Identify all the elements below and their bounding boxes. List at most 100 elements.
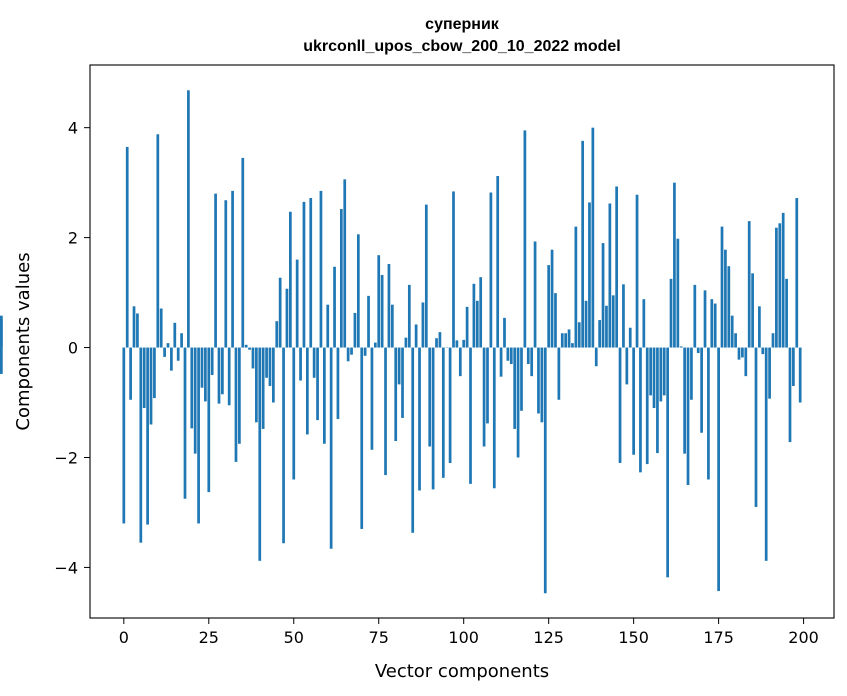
bar-195 — [785, 278, 788, 348]
bar-126 — [550, 249, 554, 348]
bar-50 — [292, 347, 296, 480]
bar-45 — [275, 321, 279, 348]
bar-161 — [669, 278, 673, 348]
bar-91 — [431, 347, 435, 490]
bar-156 — [652, 347, 656, 409]
bar-133 — [574, 226, 578, 348]
bar-101 — [465, 306, 469, 348]
bar-5 — [139, 347, 143, 543]
bar-16 — [176, 347, 180, 361]
bar-178 — [727, 266, 731, 348]
bar-140 — [598, 320, 602, 348]
bar-3 — [132, 306, 136, 348]
bar-89 — [424, 204, 428, 348]
bar-20 — [190, 347, 194, 429]
bar-197 — [792, 347, 795, 387]
plot-frame — [89, 64, 835, 619]
bar-39 — [255, 347, 258, 423]
bar-46 — [278, 277, 282, 348]
bar-83 — [404, 337, 408, 348]
bar-61 — [329, 347, 333, 549]
bar-100 — [462, 339, 466, 348]
bar-132 — [571, 343, 574, 348]
bar-0 — [122, 347, 126, 524]
bar-172 — [707, 347, 710, 480]
bar-159 — [662, 347, 666, 396]
bar-44 — [272, 347, 275, 403]
bar-187 — [758, 306, 761, 348]
bar-25 — [207, 347, 211, 493]
bar-146 — [618, 347, 622, 463]
bar-99 — [458, 347, 462, 377]
bar-86 — [414, 324, 418, 348]
x-tick-label-125: 125 — [533, 628, 564, 647]
bar-68 — [353, 312, 357, 348]
bar-93 — [438, 332, 442, 348]
axis-ticks: 0 25 50 75 100 125 150 175 200 −4 −2 0 2 4 — [54, 119, 818, 647]
bar-64 — [339, 209, 343, 348]
bar-54 — [305, 347, 309, 435]
y-tick-label--4: −4 — [54, 558, 78, 577]
bar-70 — [360, 347, 364, 529]
bar-undefined — [0, 315, 3, 348]
bar-9 — [153, 347, 156, 399]
bar-75 — [377, 255, 381, 348]
x-tick-label-25: 25 — [199, 628, 219, 647]
y-axis-label: Components values — [13, 252, 34, 430]
bar-174 — [713, 303, 717, 348]
bar-111 — [499, 347, 503, 377]
bar-190 — [768, 347, 771, 399]
bar-85 — [411, 347, 415, 533]
bar-52 — [299, 347, 302, 381]
bar-31 — [227, 347, 231, 406]
bar-136 — [584, 300, 588, 348]
bar-150 — [632, 347, 635, 455]
bar-105 — [479, 277, 483, 348]
bar-29 — [221, 347, 224, 395]
bar-24 — [204, 347, 207, 402]
bar-28 — [217, 347, 221, 404]
bar-33 — [234, 347, 238, 462]
bar-114 — [509, 347, 513, 365]
bar-40 — [258, 347, 262, 561]
bar-90 — [428, 347, 432, 447]
bar-189 — [764, 347, 768, 561]
bar-87 — [418, 347, 421, 491]
bar-164 — [679, 346, 683, 348]
bar-179 — [730, 315, 734, 348]
bar-143 — [608, 203, 612, 348]
bar-4 — [136, 313, 139, 348]
chart-title-line-1: суперник — [425, 16, 500, 33]
bar-73 — [370, 347, 374, 450]
bar-78 — [387, 263, 391, 348]
bar-160 — [666, 347, 669, 578]
chart-title-line-2: ukrconll_upos_cbow_200_10_2022 model — [303, 38, 620, 55]
bar-96 — [448, 347, 452, 463]
bar-63 — [336, 347, 340, 420]
bar-72 — [367, 295, 370, 348]
bar-171 — [703, 290, 707, 348]
x-tick-label-75: 75 — [369, 628, 389, 647]
bar-110 — [496, 176, 500, 348]
bar-191 — [771, 333, 775, 348]
bar-199 — [798, 347, 802, 403]
bar-14 — [170, 347, 173, 371]
bar-181 — [737, 347, 741, 360]
y-tick-label-2: 2 — [68, 229, 78, 248]
bar-185 — [751, 273, 754, 348]
bar-71 — [363, 347, 367, 356]
bar-173 — [710, 299, 714, 348]
bar-76 — [380, 274, 384, 348]
bar-42 — [265, 347, 268, 378]
bar-19 — [187, 90, 190, 348]
bar-165 — [683, 347, 686, 454]
bar-92 — [435, 338, 438, 348]
bar-112 — [503, 317, 506, 348]
bar-94 — [441, 347, 445, 478]
bar-151 — [635, 194, 639, 348]
bar-10 — [156, 134, 160, 348]
bar-32 — [231, 190, 234, 348]
bar-168 — [693, 284, 697, 348]
bar-192 — [775, 227, 778, 348]
